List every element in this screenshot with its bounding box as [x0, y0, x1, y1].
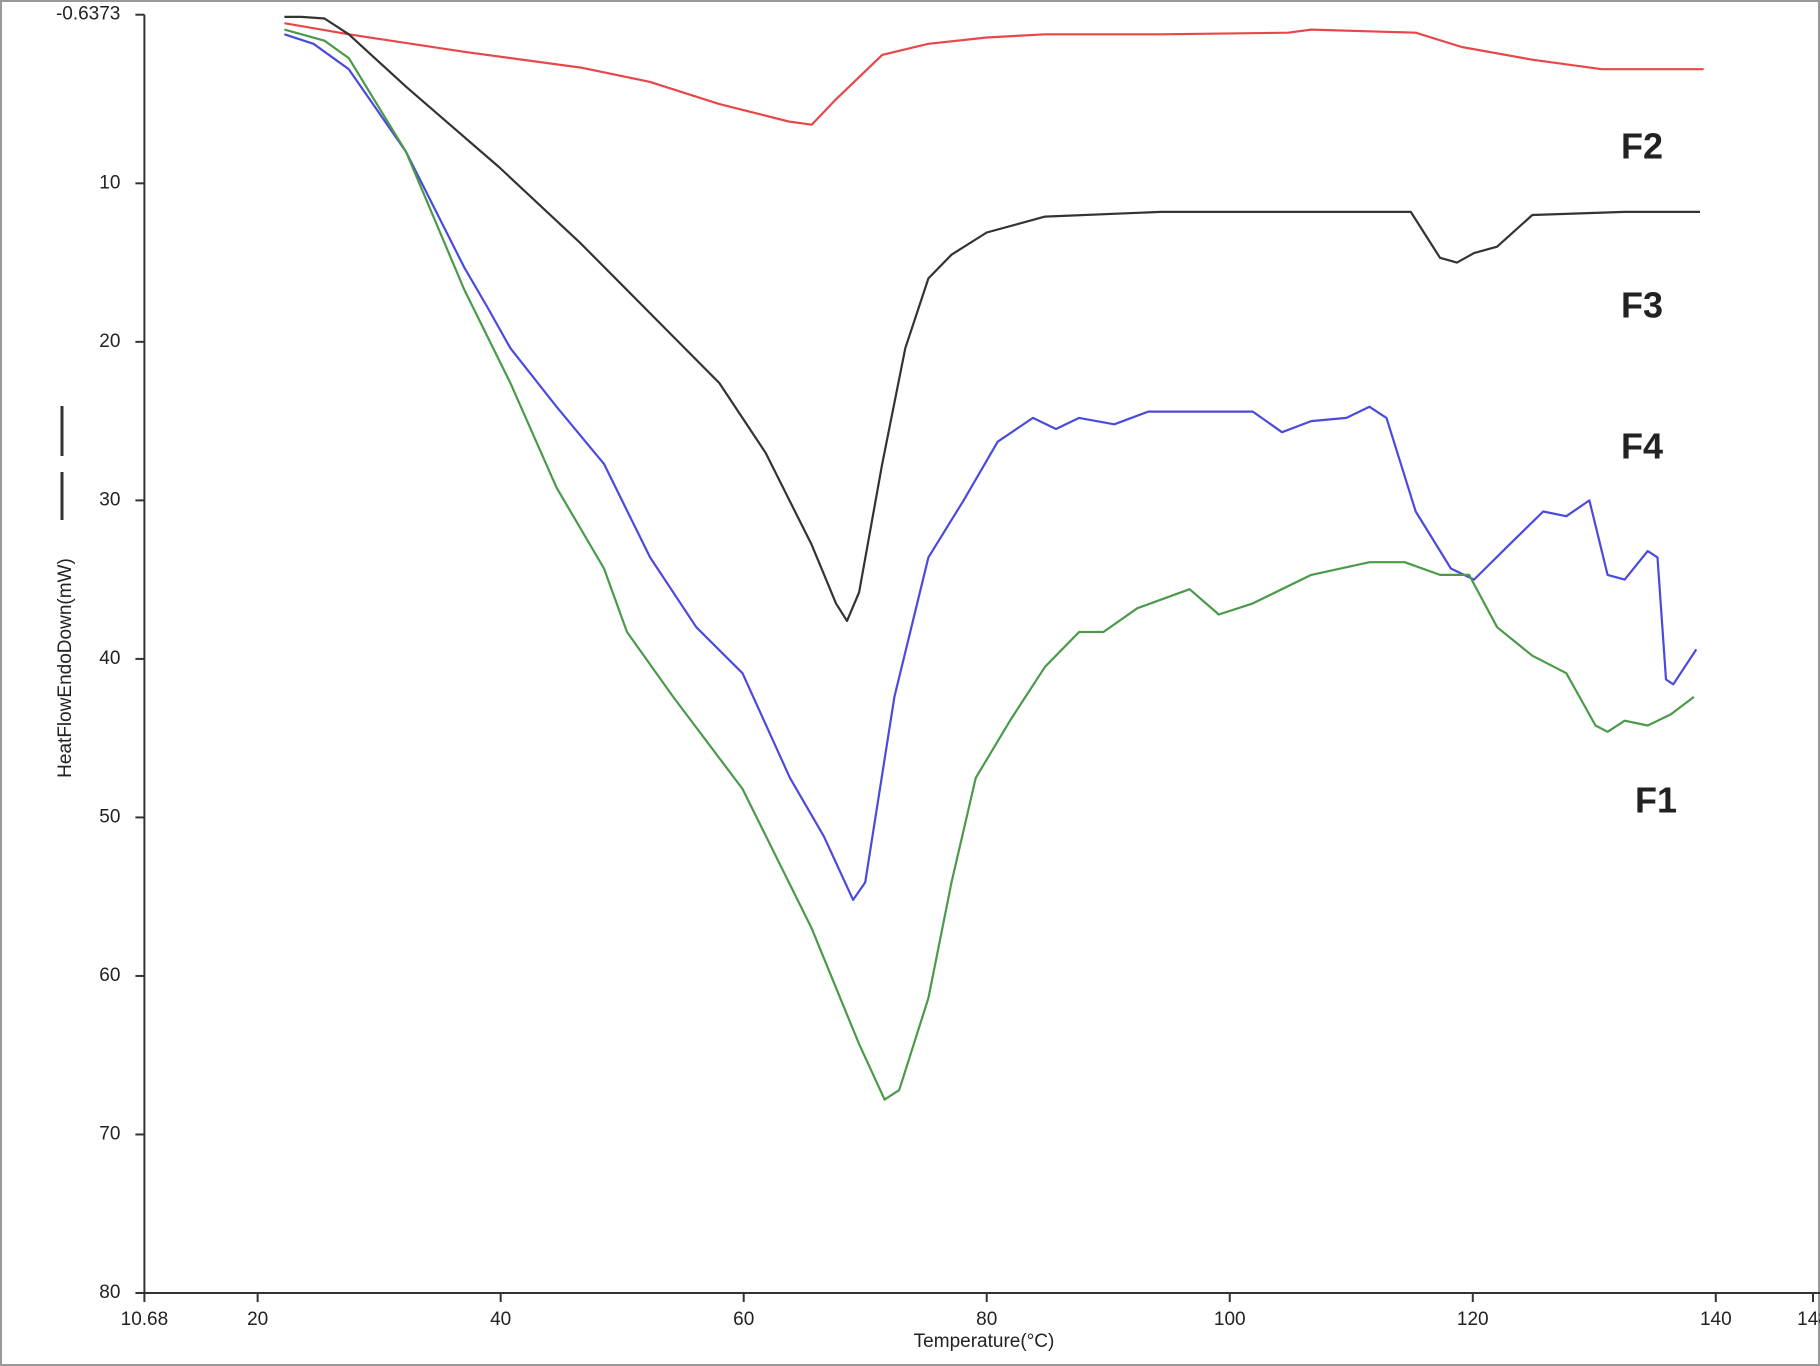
x-tick-label: 20	[247, 1309, 268, 1330]
x-tick-label: 10.68	[121, 1309, 169, 1330]
y-tick-label: 80	[99, 1282, 120, 1303]
series-line	[284, 22, 1704, 126]
y-tick-label: 20	[99, 331, 120, 352]
series-line	[284, 33, 1698, 901]
y-tick-label: 40	[99, 648, 120, 669]
x-tick-label: 140	[1700, 1309, 1732, 1330]
y-tick-label: 30	[99, 489, 120, 510]
x-tick-label: 148	[1797, 1309, 1820, 1330]
y-tick-label: 70	[99, 1123, 120, 1144]
series-label: F1	[1635, 780, 1677, 821]
series-label: F2	[1621, 126, 1663, 167]
x-tick-label: 80	[976, 1309, 997, 1330]
y-tick-label: 10	[99, 172, 120, 193]
x-tick-label: 60	[733, 1309, 754, 1330]
y-tick-label: 50	[99, 806, 120, 827]
x-tick-label: 100	[1214, 1309, 1246, 1330]
y-tick-label: 60	[99, 965, 120, 986]
x-axis-label: Temperature(°C)	[914, 1331, 1055, 1352]
series-label: F4	[1621, 426, 1663, 467]
x-tick-label: 40	[490, 1309, 511, 1330]
y-tick-label: -0.6373	[56, 4, 120, 25]
series-line	[284, 15, 1700, 622]
x-tick-label: 120	[1457, 1309, 1489, 1330]
series-label: F3	[1621, 285, 1663, 326]
series-line	[284, 28, 1695, 1101]
y-axis-label: HeatFlowEndoDown(mW)	[55, 558, 76, 778]
